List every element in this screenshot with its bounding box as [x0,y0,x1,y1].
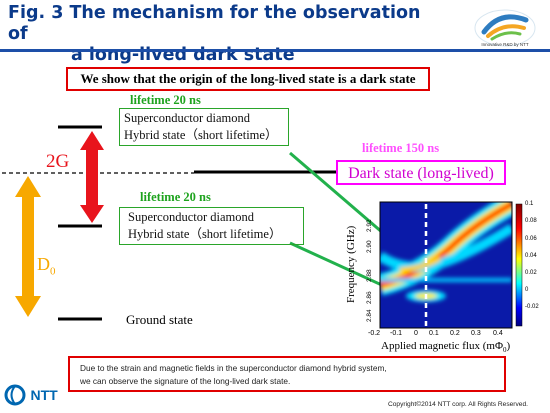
ntt-symbol-icon [4,384,26,406]
y-tick: 2.84 [366,309,373,322]
cbar-tick: 0.06 [525,236,537,242]
lower-lifetime-label: lifetime 20 ns [140,190,211,204]
y-tick: 2.88 [366,269,373,282]
headline-box: We show that the origin of the long-live… [66,67,430,91]
ground-state-label: Ground state [126,312,193,327]
upper-hybrid-state-box: Superconductor diamond Hybrid state（shor… [119,108,289,146]
x-tick: -0.2 [368,330,381,337]
upper-lifetime-label: lifetime 20 ns [130,93,201,107]
dark-lifetime-label: lifetime 150 ns [362,141,440,155]
logo-caption: Innovative R&D by NTT [481,42,529,47]
x-tick: 0.2 [450,330,460,337]
colorbar [515,203,523,327]
x-tick: 0.1 [429,330,439,337]
spectroscopy-heatmap [379,201,523,329]
note-line-2: we can observe the signature of the long… [80,376,291,386]
cbar-tick: 0 [525,287,529,293]
ntt-wordmark: NTT [30,387,58,403]
y-tick: 2.92 [366,219,373,232]
lower-state-line-2: Hybrid state（short lifetime） [128,227,282,241]
upper-state-line-1: Superconductor diamond [124,111,251,125]
cbar-tick: -0.02 [525,304,539,310]
d0-label: D0 [37,254,56,278]
copyright-text: Copyright©2014 NTT corp. All Rights Rese… [388,401,528,408]
x-tick: 0.3 [471,330,481,337]
cbar-tick: 0.04 [525,253,537,259]
d0-arrow [15,176,41,317]
x-tick: 0 [414,330,418,337]
lower-hybrid-state-box: Superconductor diamond Hybrid state（shor… [119,207,304,245]
heatmap-x-axis-label: Applied magnetic flux (mΦ0) [381,340,511,355]
x-tick-labels: -0.2 -0.1 0 0.1 0.2 0.3 0.4 [368,330,514,340]
explanation-note: Due to the strain and magnetic fields in… [68,356,506,392]
colorbar-tick-labels: 0.1 0.08 0.06 0.04 0.02 0 -0.02 [525,201,549,331]
x-tick: -0.1 [390,330,403,337]
cbar-tick: 0.1 [525,201,534,207]
title-underline [0,49,550,52]
x-tick: 0.4 [493,330,503,337]
title-line-1: Fig. 3 The mechanism for the observation… [8,3,421,44]
splitting-2g-label: 2G [46,151,70,172]
y-tick-labels: 2.84 2.86 2.88 2.90 2.92 [366,205,378,330]
lower-state-line-1: Superconductor diamond [128,210,255,224]
dark-state-box: Dark state (long-lived) [336,160,506,185]
heatmap-y-axis-label: Frequency (GHz) [345,225,357,303]
note-line-1: Due to the strain and magnetic fields in… [80,363,387,373]
cbar-tick: 0.08 [525,218,537,224]
heatmap-features [380,202,512,302]
ntt-logo: NTT [4,384,58,406]
upper-state-line-2: Hybrid state（short lifetime） [124,128,278,142]
y-tick: 2.86 [366,291,373,304]
splitting-2g-arrow [80,131,104,223]
cbar-tick: 0.02 [525,270,537,276]
ntt-innovation-logo [474,9,536,47]
y-tick: 2.90 [366,240,373,253]
